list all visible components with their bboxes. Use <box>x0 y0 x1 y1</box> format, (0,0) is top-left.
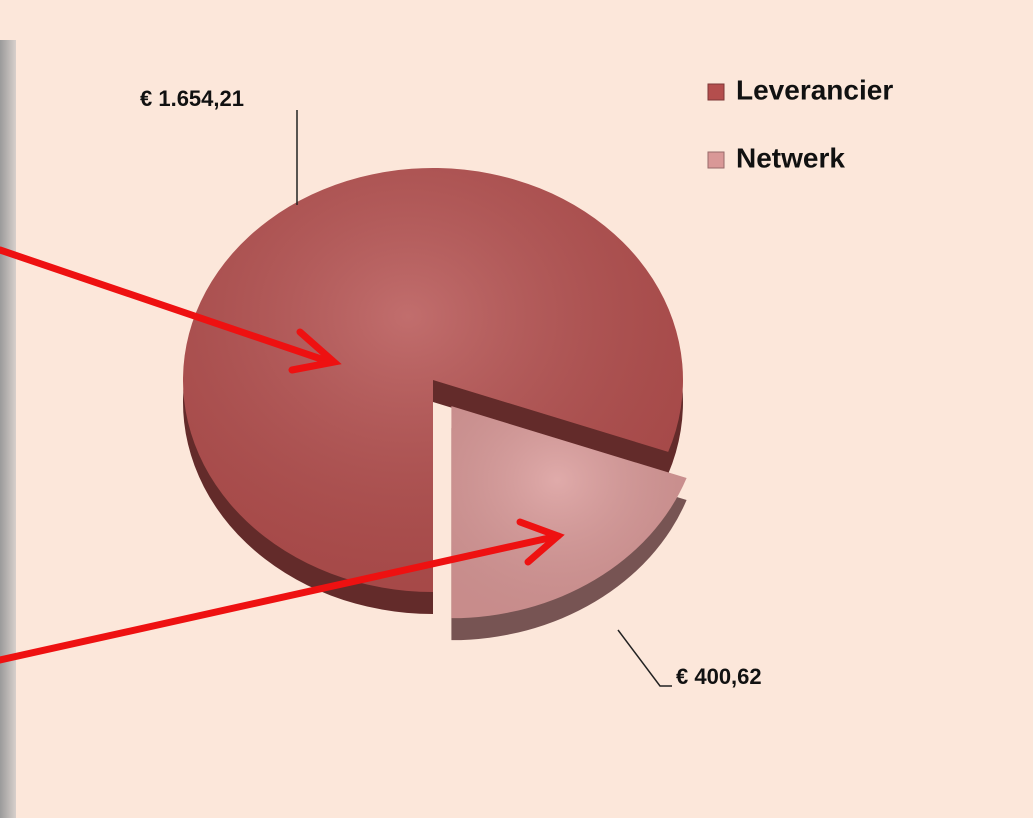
legend-swatch <box>707 151 725 169</box>
data-label: € 1.654,21 <box>140 86 244 111</box>
arrow-head <box>288 328 342 374</box>
legend: Leverancier Netwerk <box>707 74 893 173</box>
left-edge <box>0 40 16 818</box>
legend-label: Leverancier <box>736 74 893 105</box>
pie: € 1.654,21 € 400,62 <box>140 86 762 689</box>
slice-shine <box>183 167 684 592</box>
data-label: € 400,62 <box>676 664 762 689</box>
arrows <box>0 246 565 664</box>
arrow-head <box>516 518 565 566</box>
slice-shine <box>451 406 687 619</box>
arrow <box>0 246 334 366</box>
legend-label: Netwerk <box>736 142 845 173</box>
legend-swatch <box>707 83 725 101</box>
leader-line <box>617 629 672 687</box>
arrow <box>0 532 562 664</box>
